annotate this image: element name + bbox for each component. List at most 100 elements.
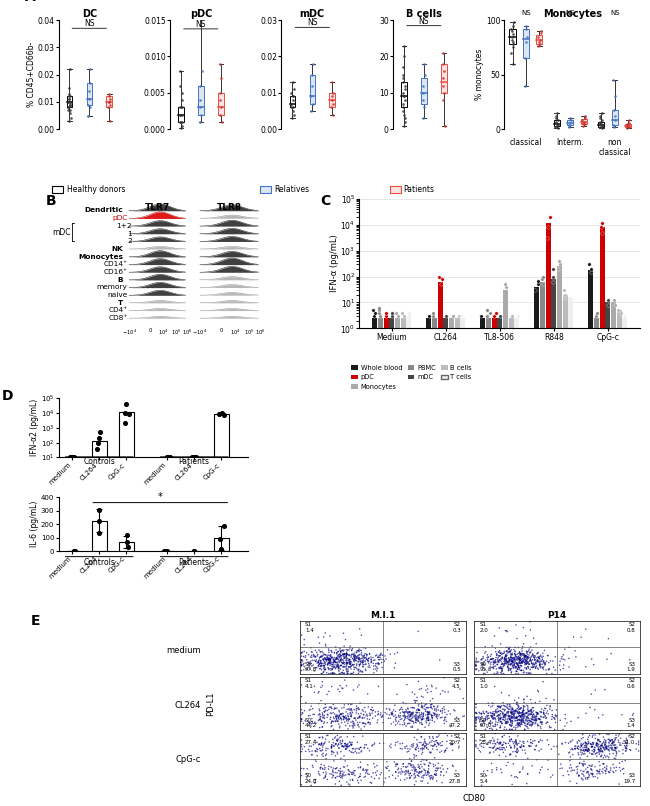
Point — [335, 646, 346, 659]
Point — [610, 738, 621, 751]
Point — [458, 710, 468, 723]
Point — [534, 651, 544, 664]
Point — [491, 704, 501, 717]
Point — [595, 115, 606, 128]
Point — [490, 705, 501, 718]
Point — [328, 770, 339, 783]
Point — [339, 658, 350, 671]
Point — [491, 706, 501, 719]
Point — [527, 759, 538, 772]
Point — [601, 763, 612, 776]
Point — [365, 708, 375, 721]
Point — [432, 708, 442, 721]
Point — [322, 717, 332, 729]
Point — [324, 700, 335, 713]
Point — [424, 708, 434, 721]
Point — [606, 742, 616, 754]
Point — [586, 737, 596, 750]
Point — [92, 442, 102, 455]
Point — [507, 646, 517, 659]
Point — [330, 655, 340, 668]
Point — [519, 716, 529, 729]
Point — [605, 762, 616, 775]
Point — [333, 764, 344, 777]
Point — [84, 63, 95, 76]
Point — [484, 654, 495, 667]
Point — [497, 663, 507, 675]
Point — [573, 741, 583, 754]
Point — [564, 121, 575, 134]
Point — [498, 708, 508, 721]
Point — [520, 649, 530, 662]
Point — [438, 79, 448, 92]
Point — [510, 745, 521, 758]
Point — [505, 645, 515, 658]
Point — [404, 310, 415, 322]
Point — [417, 743, 427, 756]
Point — [318, 665, 329, 678]
Point — [417, 699, 427, 712]
Point — [499, 729, 510, 742]
Point — [404, 708, 414, 721]
Point — [597, 745, 608, 758]
Point — [423, 701, 434, 714]
Point — [580, 744, 591, 757]
Point — [515, 720, 525, 733]
Point — [583, 742, 593, 755]
Point — [296, 646, 307, 659]
Point — [588, 738, 599, 751]
Point — [547, 262, 558, 275]
Point — [348, 650, 359, 663]
Point — [519, 649, 530, 662]
Point — [297, 706, 307, 719]
Point — [631, 742, 642, 755]
Point — [318, 711, 329, 724]
Point — [517, 656, 528, 669]
Point — [68, 451, 79, 464]
Point — [531, 659, 541, 672]
Point — [525, 667, 535, 679]
Point — [614, 757, 625, 770]
Point — [590, 744, 600, 757]
Point — [306, 700, 317, 713]
Point — [421, 739, 432, 752]
Point — [286, 98, 296, 110]
Text: S1
1.0: S1 1.0 — [479, 679, 488, 689]
Point — [605, 734, 616, 747]
Point — [514, 701, 524, 714]
Point — [514, 660, 524, 673]
Point — [348, 768, 358, 781]
Point — [543, 656, 554, 669]
Point — [310, 650, 320, 663]
Point — [503, 708, 514, 721]
Point — [593, 738, 603, 751]
Point — [522, 690, 532, 703]
Point — [315, 704, 325, 717]
Point — [510, 704, 521, 717]
Point — [415, 765, 425, 778]
Point — [514, 656, 525, 669]
Point — [423, 759, 434, 772]
Point — [565, 292, 575, 305]
Point — [510, 662, 521, 675]
Point — [421, 701, 432, 714]
Point — [523, 711, 533, 724]
Point — [350, 649, 360, 662]
Point — [606, 734, 616, 747]
Bar — [514, 318, 519, 328]
Point — [313, 767, 324, 780]
Point — [416, 696, 426, 709]
Point — [608, 739, 619, 752]
Point — [343, 649, 354, 662]
Point — [398, 696, 408, 708]
Point — [428, 771, 438, 783]
Point — [349, 654, 359, 667]
Point — [428, 771, 438, 784]
Point — [376, 767, 387, 779]
Point — [527, 712, 538, 725]
Point — [610, 110, 621, 123]
Bar — [551, 279, 556, 328]
Point — [486, 700, 496, 713]
Point — [398, 758, 408, 771]
Point — [332, 653, 342, 666]
